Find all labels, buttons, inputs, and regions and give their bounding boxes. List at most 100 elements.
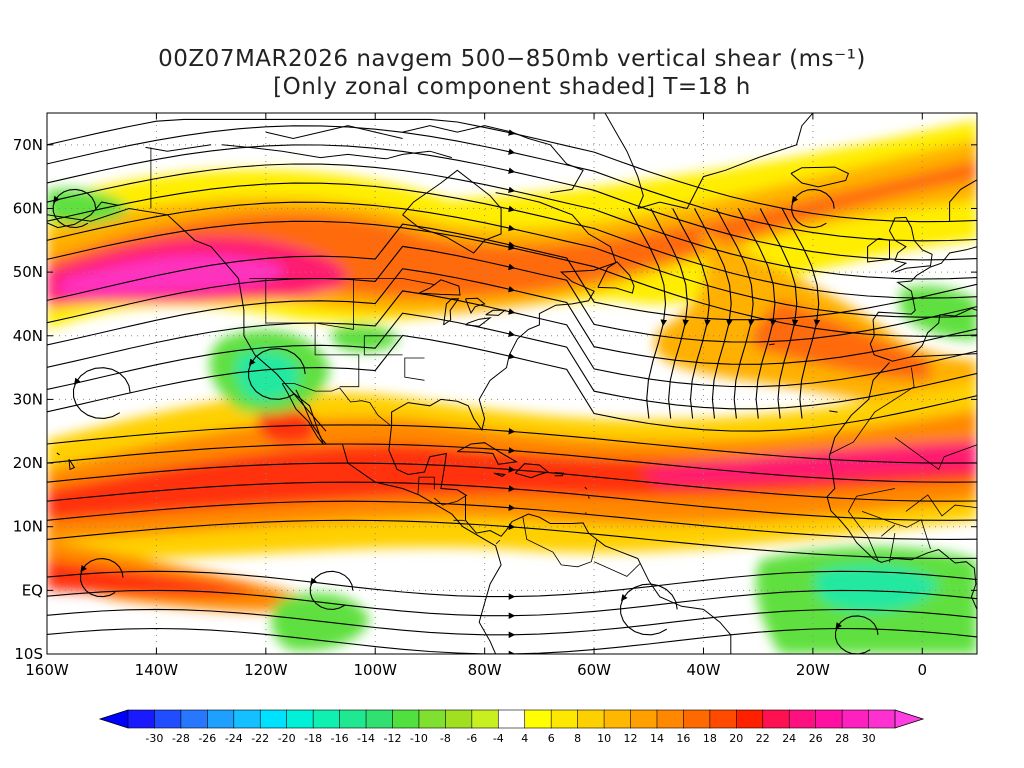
political-border	[434, 494, 468, 506]
colorbar-swatch	[365, 709, 394, 729]
lat-tick-label: 70N	[13, 136, 43, 154]
colorbar-swatch	[259, 709, 288, 729]
lon-tick-label: 100W	[354, 661, 398, 679]
coastline	[391, 192, 617, 432]
lon-tick-label: 120W	[244, 661, 288, 679]
coastline	[485, 309, 507, 316]
coastline	[949, 179, 977, 222]
coastline	[443, 298, 460, 326]
lon-tick-label: 140W	[135, 661, 179, 679]
coastline	[790, 166, 850, 188]
lat-tick-label: 10N	[13, 518, 43, 536]
lat-tick-label: 10S	[14, 645, 43, 663]
streamline	[715, 208, 754, 419]
coastline	[826, 362, 977, 610]
colorbar-label: -20	[278, 732, 296, 745]
colorbar-swatch	[709, 709, 737, 729]
colorbar-label: -28	[172, 732, 190, 745]
coastline	[281, 383, 324, 445]
colorbar-label: 6	[548, 732, 555, 745]
colorbar-label: -4	[493, 732, 504, 745]
colorbar-label: 12	[624, 732, 638, 745]
political-border	[495, 539, 501, 545]
colorbar-swatch	[154, 709, 182, 729]
coastline	[418, 279, 461, 296]
colorbar-low-arrow	[98, 709, 129, 729]
colorbar-swatch	[286, 709, 314, 729]
coastline	[554, 472, 565, 477]
lon-tick-label: 60W	[577, 661, 611, 679]
colorbar-swatch	[445, 709, 473, 729]
political-border	[522, 517, 598, 568]
coastline	[402, 169, 502, 254]
political-border	[847, 488, 895, 562]
lat-tick-label: 20N	[13, 454, 43, 472]
coastline	[514, 463, 550, 479]
political-border	[404, 357, 425, 381]
coastline	[457, 442, 518, 465]
colorbar-swatch	[550, 709, 579, 729]
political-border	[905, 494, 977, 517]
colorbar-swatch	[788, 709, 817, 729]
colorbar-label: 26	[809, 732, 823, 745]
coastline	[145, 144, 212, 152]
political-border	[593, 561, 641, 577]
colorbar-label: -22	[251, 732, 269, 745]
coastline	[402, 125, 584, 194]
political-border	[282, 383, 391, 426]
colorbar-swatch	[127, 709, 156, 729]
colorbar-high-arrow	[894, 709, 925, 729]
colorbar-swatch	[180, 709, 208, 729]
streamline	[72, 367, 131, 419]
colorbar-swatch	[312, 709, 341, 729]
shear-shading	[47, 120, 977, 654]
colorbar-label: -10	[410, 732, 428, 745]
lon-tick-label: 20W	[796, 661, 830, 679]
coastline	[829, 410, 838, 413]
chart-subtitle: [Only zonal component shaded] T=18 h	[273, 74, 751, 100]
streamline	[737, 208, 776, 419]
coastline	[769, 343, 775, 346]
colorbar-swatch	[656, 709, 685, 729]
political-border	[881, 524, 896, 537]
streamline	[672, 208, 710, 419]
political-border	[453, 519, 466, 522]
streamline	[781, 208, 820, 419]
streamline	[620, 583, 678, 636]
colorbar-label: 8	[574, 732, 581, 745]
colorbar-label: 28	[835, 732, 849, 745]
colorbar-label: -30	[145, 732, 163, 745]
lat-tick-label: 60N	[13, 199, 43, 217]
colorbar-swatch	[392, 709, 420, 729]
colorbar-label: -12	[384, 732, 402, 745]
coastline	[68, 458, 76, 471]
plot-frame	[46, 112, 978, 655]
colorbar-swatch	[418, 709, 446, 729]
lat-tick-label: 40N	[13, 327, 43, 345]
coastline	[493, 472, 507, 477]
colorbar-swatch	[841, 709, 870, 729]
coastline	[265, 125, 403, 140]
coastline	[465, 317, 492, 327]
colorbar-label: 10	[597, 732, 611, 745]
lon-tick-label: 160W	[25, 661, 69, 679]
colorbar-label: -14	[357, 732, 375, 745]
colorbar-swatch	[233, 709, 261, 729]
coastline	[222, 144, 452, 160]
lat-tick-label: 50N	[13, 263, 43, 281]
colorbar-label: -6	[466, 732, 477, 745]
coastline	[869, 246, 977, 362]
coastline	[588, 496, 590, 499]
colorbar-label: 20	[729, 732, 743, 745]
colorbar-label: -8	[440, 732, 451, 745]
colorbar-swatch	[736, 709, 764, 729]
colorbar-label: 30	[862, 732, 876, 745]
colorbar-swatch	[815, 709, 843, 729]
colorbar-swatch	[603, 709, 632, 729]
lat-tick-label: EQ	[22, 581, 43, 599]
coastline	[56, 452, 60, 456]
coastline	[598, 113, 814, 210]
lon-tick-label: 0	[918, 661, 928, 679]
colorbar-swatch	[207, 709, 235, 729]
